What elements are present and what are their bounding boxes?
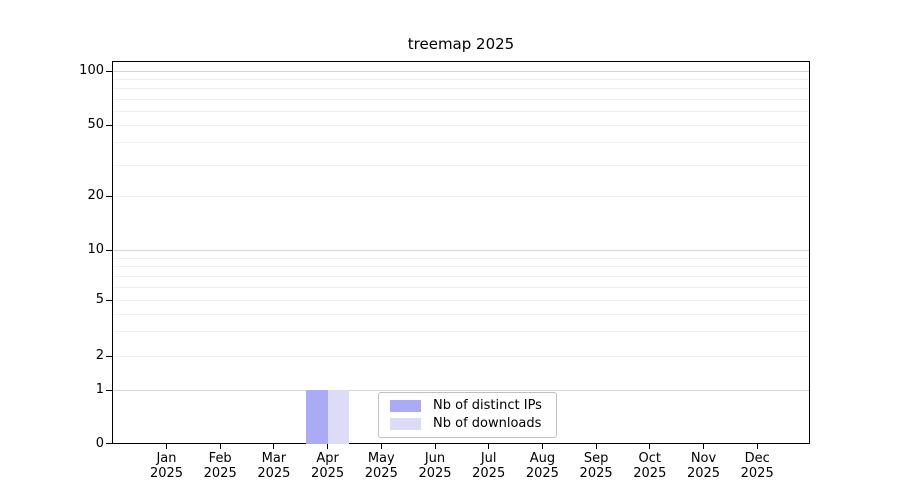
x-tick: [649, 444, 651, 449]
x-tick: [756, 444, 758, 449]
x-tick-year: 2025: [257, 466, 291, 481]
gridline-minor: [113, 300, 809, 301]
x-tick-month: Jul: [480, 451, 497, 466]
x-tick-label: Jan 2025: [135, 451, 199, 481]
x-tick-year: 2025: [472, 466, 506, 481]
x-tick: [327, 444, 329, 449]
gridline-minor: [113, 331, 809, 333]
x-tick: [380, 444, 382, 449]
legend-label: Nb of distinct IPs: [433, 397, 542, 413]
x-tick-month: May: [367, 451, 395, 466]
x-tick-year: 2025: [525, 466, 559, 481]
y-tick-label: 2: [95, 348, 104, 363]
y-tick: [106, 195, 112, 197]
chart-title: treemap 2025: [407, 35, 515, 53]
gridline-major: [113, 390, 809, 391]
x-tick-label: Nov 2025: [672, 451, 736, 481]
x-tick: [166, 444, 167, 449]
x-tick-label: Jul 2025: [457, 451, 521, 481]
y-tick: [106, 249, 112, 251]
x-tick-month: Aug: [529, 451, 556, 466]
legend-item-nb-of-downloads: Nb of downloads: [390, 416, 542, 434]
y-tick-label: 20: [87, 188, 104, 203]
x-tick-label: May 2025: [349, 451, 413, 481]
x-tick-label: Oct 2025: [618, 451, 682, 481]
y-tick: [106, 124, 112, 126]
plot-area: [112, 61, 810, 444]
bar-nb-of-downloads: [327, 390, 350, 444]
x-tick-label: Mar 2025: [242, 451, 306, 481]
x-tick: [703, 444, 704, 449]
gridline-minor: [113, 196, 809, 197]
x-tick-label: Jun 2025: [403, 451, 467, 481]
legend-item-nb-of-distinct-ips: Nb of distinct IPs: [390, 397, 542, 415]
x-tick-year: 2025: [686, 466, 721, 481]
x-tick-year: 2025: [740, 466, 774, 481]
y-tick: [106, 355, 112, 357]
y-tick: [106, 299, 112, 301]
y-tick-label: 5: [95, 292, 104, 307]
x-tick-year: 2025: [418, 466, 452, 481]
x-tick: [434, 444, 436, 449]
x-tick: [595, 444, 597, 449]
x-tick-month: Nov: [690, 451, 717, 466]
bar-nb-of-distinct-ips: [305, 390, 328, 444]
gridline-minor: [113, 257, 809, 259]
x-tick-year: 2025: [579, 466, 613, 481]
gridline-minor: [113, 125, 809, 126]
gridline-minor: [113, 110, 809, 112]
gridline-minor: [113, 164, 809, 166]
gridline-minor: [113, 98, 809, 100]
x-tick-label: Aug 2025: [510, 451, 574, 481]
x-tick: [488, 444, 490, 449]
gridline-minor: [113, 88, 809, 90]
y-tick-label: 10: [87, 242, 104, 257]
gridline-minor: [113, 79, 809, 81]
x-tick-month: Oct: [638, 451, 662, 466]
x-tick-month: Jan: [156, 451, 177, 466]
x-tick-month: Jun: [424, 451, 446, 466]
x-tick-month: Feb: [208, 451, 232, 466]
x-tick-year: 2025: [149, 466, 184, 481]
x-tick: [219, 444, 221, 449]
y-tick-label: 50: [87, 117, 104, 132]
x-tick-year: 2025: [364, 466, 398, 481]
x-tick: [541, 444, 543, 449]
x-tick-year: 2025: [633, 466, 667, 481]
gridline-major: [113, 71, 809, 72]
gridline-minor: [113, 356, 809, 357]
legend: Nb of distinct IPs Nb of downloads: [378, 392, 557, 438]
legend-swatch-nb-of-distinct-ips: [390, 399, 421, 412]
gridline-major: [113, 250, 809, 251]
x-tick-label: Feb 2025: [188, 451, 252, 481]
x-tick: [273, 444, 275, 449]
legend-swatch-nb-of-downloads: [390, 418, 421, 431]
gridline-minor: [113, 266, 809, 268]
gridline-minor: [113, 275, 809, 277]
y-tick-label: 100: [79, 63, 104, 78]
x-tick-month: Sep: [583, 451, 609, 466]
x-tick-year: 2025: [311, 466, 345, 481]
x-tick-month: Dec: [744, 451, 770, 466]
x-tick-label: Apr 2025: [296, 451, 360, 481]
x-tick-year: 2025: [203, 466, 237, 481]
y-tick-label: 1: [95, 382, 104, 397]
x-tick-month: Mar: [261, 451, 287, 466]
y-tick-label: 0: [95, 435, 104, 451]
gridline-minor: [113, 313, 809, 315]
legend-label: Nb of downloads: [433, 416, 542, 432]
x-tick-month: Apr: [316, 451, 339, 466]
y-tick: [106, 70, 112, 72]
y-tick: [106, 389, 112, 391]
y-tick: [106, 443, 112, 444]
gridline-minor: [113, 286, 809, 288]
gridline-minor: [113, 142, 809, 144]
x-tick-label: Dec 2025: [725, 451, 789, 481]
x-tick-label: Sep 2025: [564, 451, 628, 481]
